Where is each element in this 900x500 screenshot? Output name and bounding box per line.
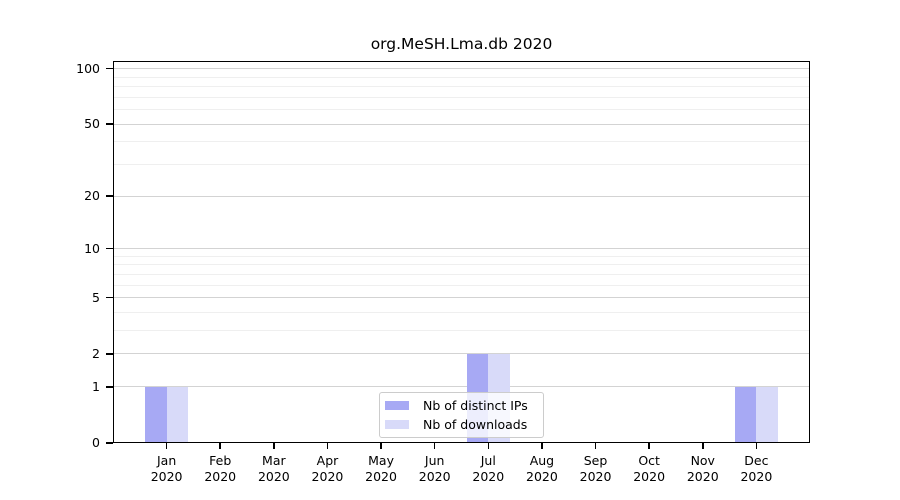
legend-swatch-distinct-ips [385,400,409,410]
y-tick-label-5: 5 [92,289,100,305]
legend: Nb of distinct IPs Nb of downloads [379,392,544,438]
y-tick-label-1: 1 [92,378,100,394]
x-tick-label-month: Jul [480,453,496,468]
x-tick-label-oct: Oct 2020 [617,453,681,484]
x-tick-label-month: Apr [316,453,339,468]
y-tick-label-100: 100 [76,60,100,76]
gridline-minor [113,109,810,111]
bar-nb-of-downloads-dec [756,386,778,443]
x-tick-label-year: 2020 [365,468,397,484]
x-tick-mark [219,443,222,449]
x-tick-label-dec: Dec 2020 [724,453,788,484]
legend-label-downloads: Nb of downloads [423,417,528,433]
bar-nb-of-downloads-jan [166,386,189,443]
gridline-major [113,68,810,70]
x-tick-mark [487,443,490,449]
x-tick-label-month: Dec [744,453,769,468]
y-tick-label-20: 20 [84,188,100,204]
gridline-minor [113,284,810,286]
x-tick-label-nov: Nov 2020 [671,453,735,484]
x-tick-label-month: Aug [529,453,555,468]
gridline-major [113,248,810,249]
x-tick-label-month: Oct [638,453,660,468]
x-tick-label-year: 2020 [579,468,612,484]
x-tick-mark [755,443,758,449]
gridline-major [113,297,810,299]
gridline-minor [113,255,810,257]
x-tick-label-jun: Jun 2020 [403,453,467,484]
x-tick-mark [165,443,168,449]
x-tick-label-year: 2020 [418,468,451,484]
x-tick-mark [648,443,650,449]
y-tick-mark [106,385,113,388]
gridline-major [113,123,810,125]
gridline-minor [113,163,810,165]
y-tick-label-0: 0 [92,435,100,450]
y-tick-mark [106,123,113,125]
gridline-minor [113,273,810,275]
x-tick-mark [273,443,275,449]
y-tick-mark [106,296,113,299]
x-tick-label-may: May 2020 [349,453,413,484]
gridline-minor [113,96,810,98]
legend-item-distinct-ips: Nb of distinct IPs [385,397,537,414]
x-tick-mark [433,443,436,449]
x-tick-label-month: Jan [156,453,177,468]
x-tick-label-year: 2020 [257,468,290,484]
y-tick-mark [106,195,113,197]
x-tick-label-sep: Sep 2020 [564,453,628,484]
legend-label-distinct-ips: Nb of distinct IPs [423,397,528,413]
gridline-minor [113,76,810,78]
x-tick-mark [380,443,382,449]
x-tick-mark [701,443,704,449]
x-tick-label-year: 2020 [311,468,344,484]
y-tick-mark [106,353,113,355]
y-tick-label-2: 2 [92,345,100,361]
x-tick-label-year: 2020 [686,468,719,484]
x-tick-mark [541,443,543,449]
x-tick-label-year: 2020 [472,468,505,484]
x-tick-label-year: 2020 [740,468,773,484]
bar-nb-of-distinct-ips-jan [145,386,167,443]
x-tick-label-aug: Aug 2020 [510,453,574,484]
gridline-major [113,353,810,355]
gridline-major [113,195,810,197]
x-tick-label-year: 2020 [150,468,183,484]
x-tick-label-apr: Apr 2020 [295,453,359,484]
gridline-major [113,386,810,388]
x-tick-label-month: Jun [424,453,445,468]
bar-nb-of-distinct-ips-dec [734,386,757,443]
legend-swatch-downloads [385,420,409,430]
x-tick-mark [326,443,329,449]
y-tick-label-50: 50 [84,116,100,132]
plot-area [113,61,810,443]
y-tick-mark [106,442,113,444]
x-tick-label-month: Feb [209,453,232,468]
y-tick-mark [106,67,113,70]
x-tick-label-year: 2020 [633,468,666,484]
x-tick-label-mar: Mar 2020 [242,453,306,484]
x-tick-label-month: Nov [690,453,715,468]
chart-title: org.MeSH.Lma.db 2020 [370,35,553,53]
legend-item-downloads: Nb of downloads [385,417,537,434]
x-tick-label-jan: Jan 2020 [135,453,199,484]
y-tick-label-10: 10 [84,240,100,256]
x-tick-label-month: Sep [583,453,608,468]
gridline-minor [113,264,810,266]
gridline-minor [113,311,810,313]
gridline-minor [113,86,810,88]
x-tick-label-month: Mar [262,453,286,468]
y-tick-mark [106,247,113,250]
x-tick-label-year: 2020 [526,468,558,484]
x-tick-label-jul: Jul 2020 [456,453,520,484]
gridline-minor [113,141,810,143]
x-tick-mark [594,443,597,449]
x-tick-label-year: 2020 [204,468,237,484]
x-tick-label-feb: Feb 2020 [188,453,252,484]
gridline-minor [113,330,810,332]
x-tick-label-month: May [368,453,394,468]
